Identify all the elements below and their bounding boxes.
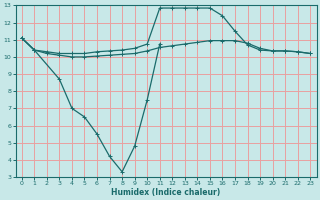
X-axis label: Humidex (Indice chaleur): Humidex (Indice chaleur) <box>111 188 221 197</box>
